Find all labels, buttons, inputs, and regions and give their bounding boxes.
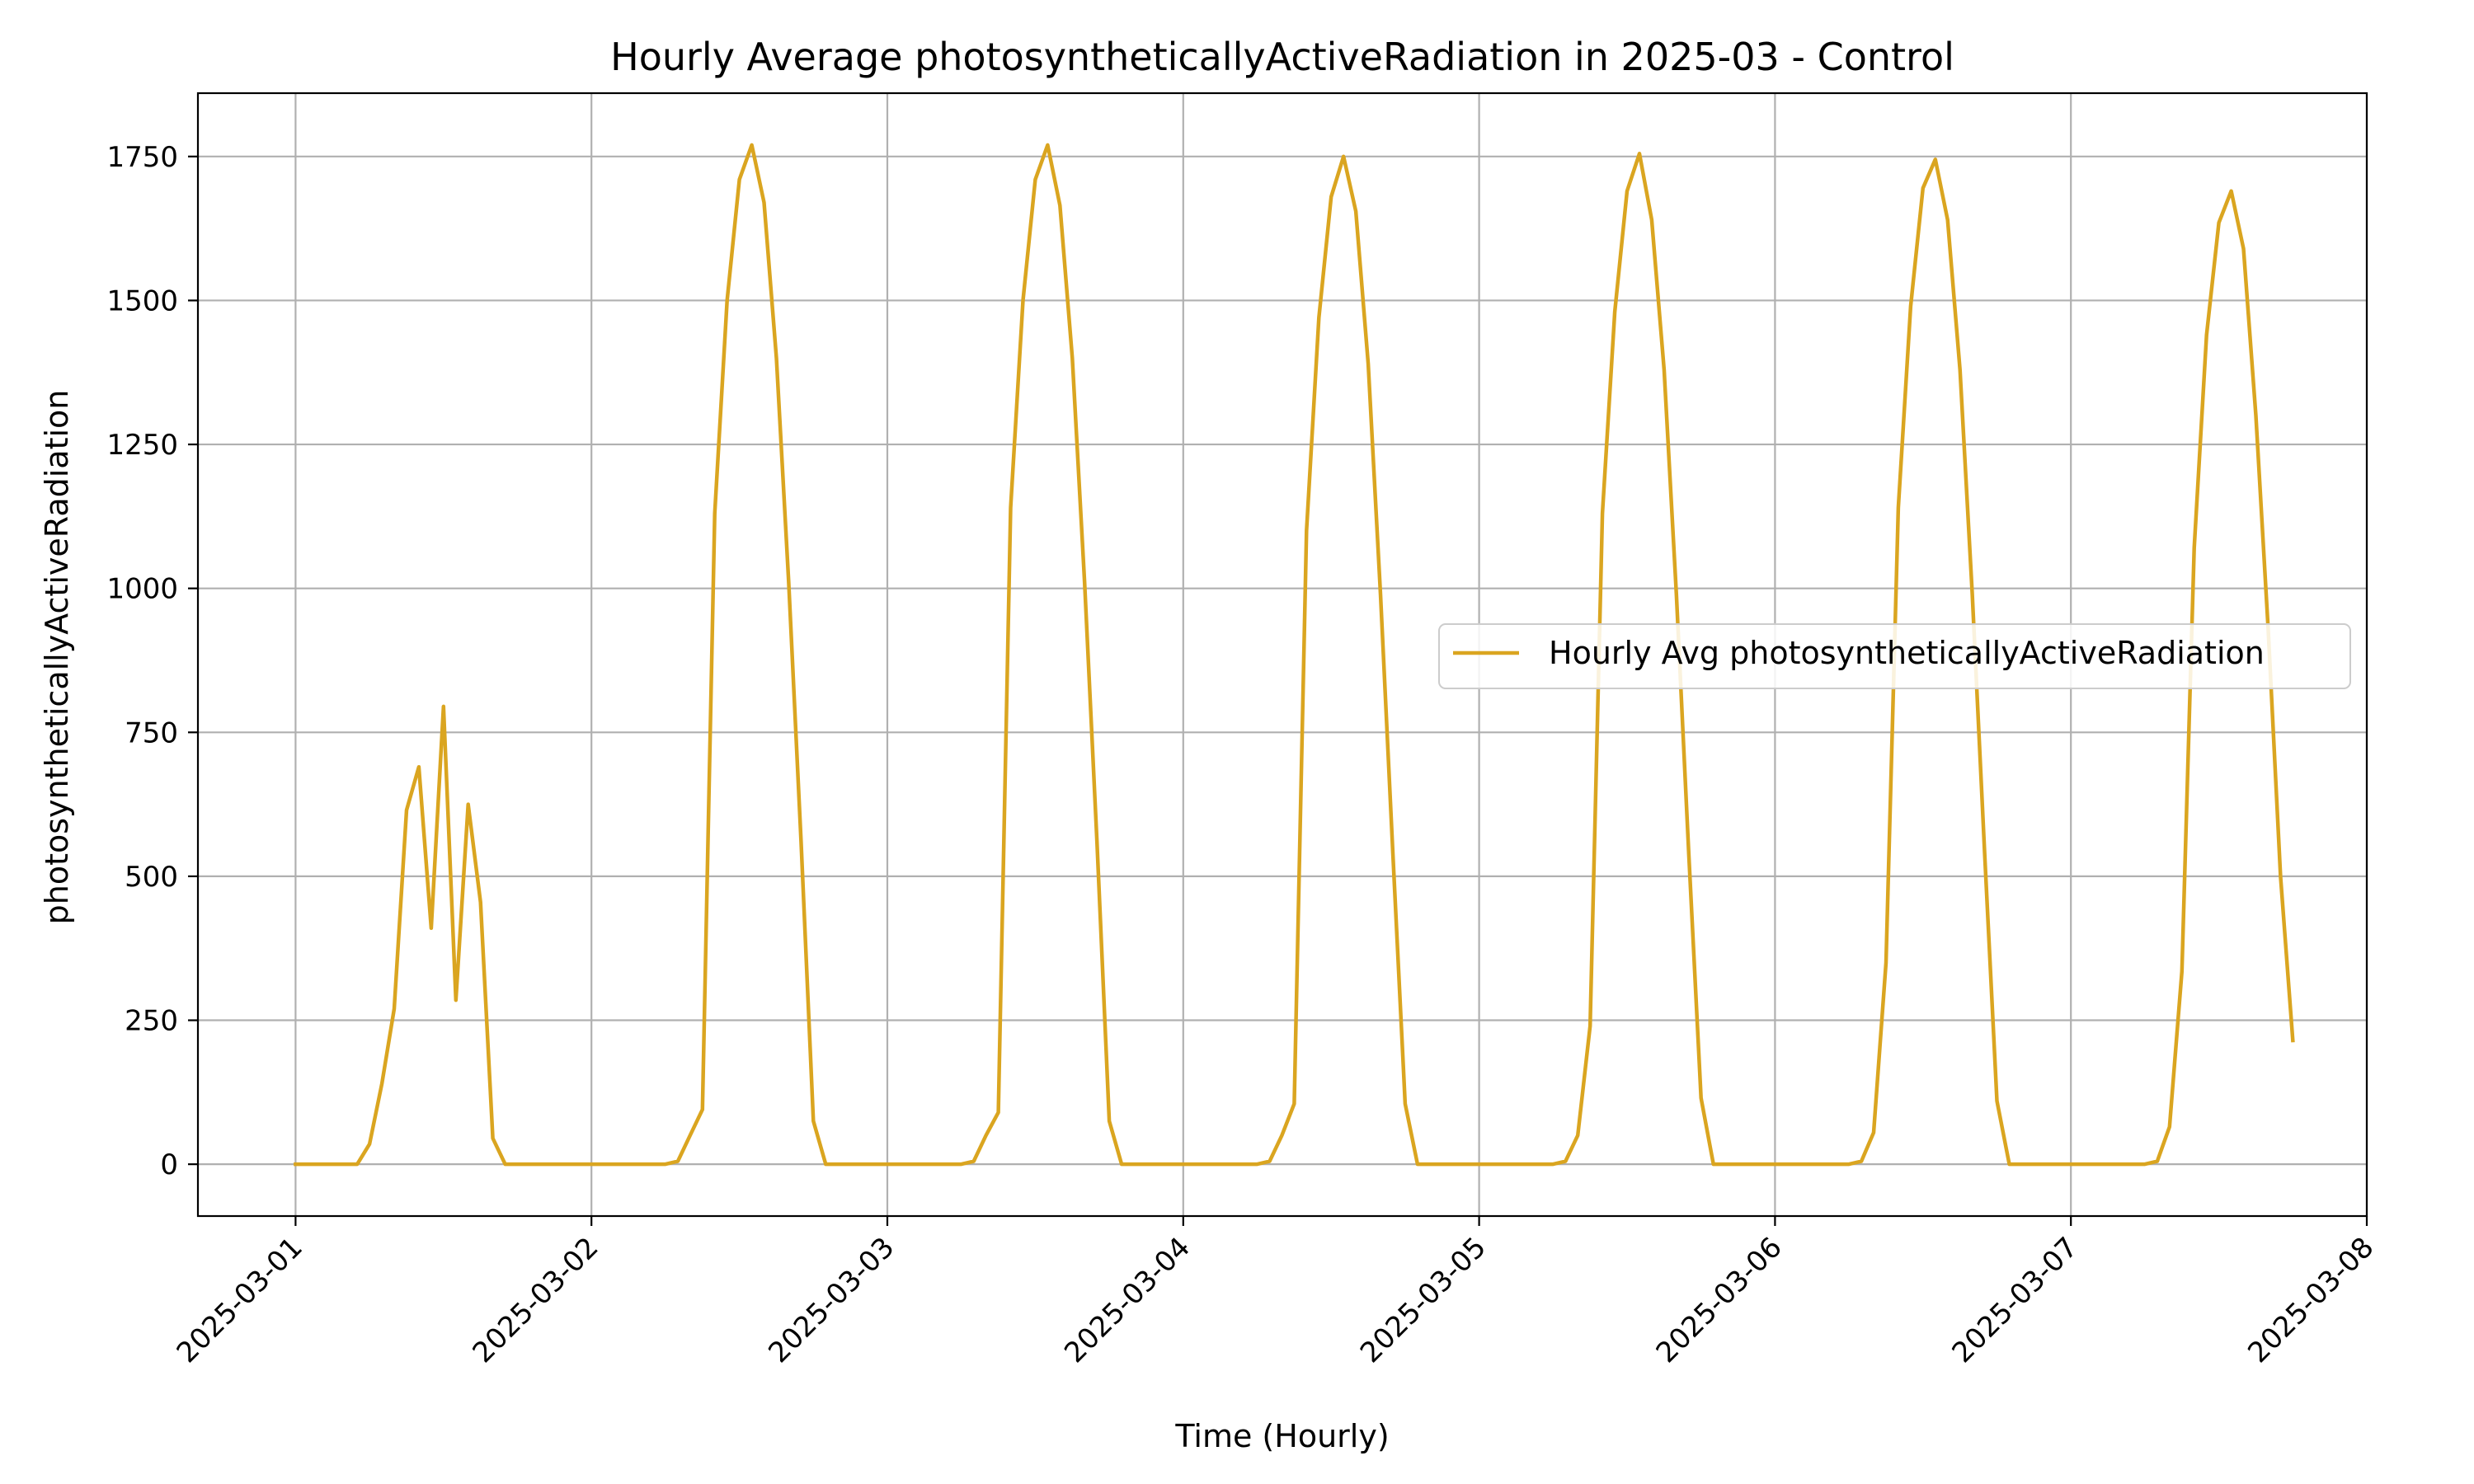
legend-label: Hourly Avg photosyntheticallyActiveRadia…	[1549, 635, 2265, 671]
chart-title: Hourly Average photosyntheticallyActiveR…	[610, 35, 1954, 79]
y-tick-label: 1250	[106, 429, 178, 462]
y-axis-title: photosyntheticallyActiveRadiation	[39, 390, 75, 925]
plot-frame	[196, 92, 2368, 1218]
x-axis-title: Time (Hourly)	[1174, 1418, 1389, 1454]
y-tick-label: 0	[160, 1148, 178, 1181]
y-tick-label: 1500	[106, 284, 178, 317]
legend-box	[1438, 623, 2351, 689]
legend: Hourly Avg photosyntheticallyActiveRadia…	[1438, 623, 2351, 689]
y-tick-label: 1750	[106, 141, 178, 174]
series-line-0	[294, 143, 2295, 1167]
y-tick-label: 250	[125, 1005, 178, 1038]
y-tick-label: 500	[125, 861, 178, 894]
y-tick-label: 750	[125, 716, 178, 749]
series-layer	[294, 143, 2295, 1167]
y-tick-label: 1000	[106, 573, 178, 606]
